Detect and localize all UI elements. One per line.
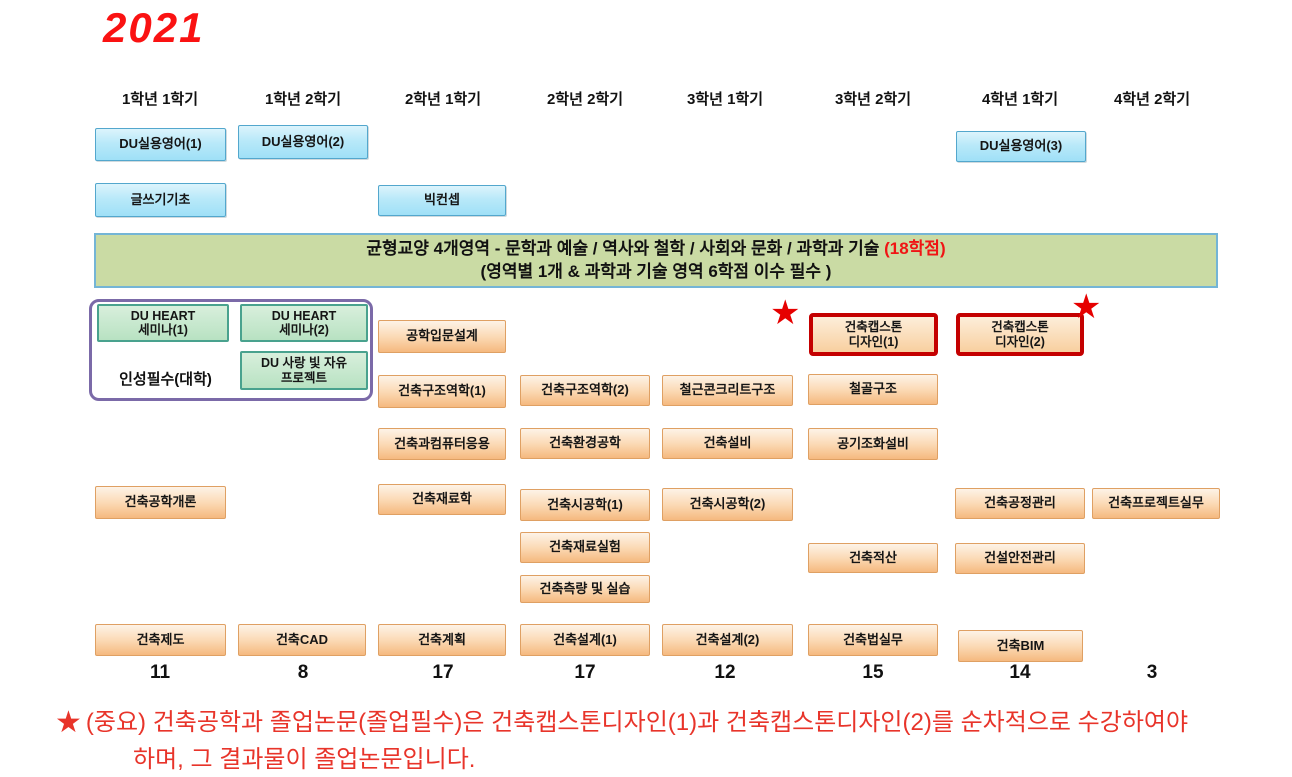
course-capstone-design-1: 건축캡스톤 디자인(1) [809, 313, 938, 356]
footnote-line-1: ★ (중요) 건축공학과 졸업논문(졸업필수)은 건축캡스톤디자인(1)과 건축캡… [55, 702, 1285, 743]
required-star-icon-2: ★ [1071, 288, 1102, 326]
course-arch-design-2: 건축설계(2) [662, 624, 793, 656]
course-du-english-2: DU실용영어(2) [238, 125, 368, 159]
footnote-star-icon: ★ [55, 706, 82, 739]
column-total-1: 11 [149, 662, 171, 683]
course-intro-engineering-design: 공학입문설계 [378, 320, 506, 353]
column-header-1: 1학년 1학기 [121, 91, 199, 108]
course-arch-cad: 건축CAD [238, 624, 366, 656]
course-big-concept: 빅컨셉 [378, 185, 506, 216]
course-hvac-systems: 공기조화설비 [808, 428, 938, 460]
course-arch-materials: 건축재료학 [378, 484, 506, 515]
course-arch-materials-lab: 건축재료실험 [520, 532, 650, 563]
course-arch-computer-application: 건축과컴퓨터응용 [378, 428, 506, 460]
course-arch-estimating: 건축적산 [808, 543, 938, 573]
course-arch-bim: 건축BIM [958, 630, 1083, 662]
course-arch-design-1: 건축설계(1) [520, 624, 650, 656]
course-du-english-3: DU실용영어(3) [956, 131, 1086, 162]
personality-required-group [89, 299, 373, 401]
required-star-icon-1: ★ [770, 294, 801, 332]
course-arch-construction-2: 건축시공학(2) [662, 488, 793, 521]
column-header-8: 4학년 2학기 [1113, 91, 1191, 108]
column-total-3: 17 [432, 662, 454, 683]
course-capstone-design-2: 건축캡스톤 디자인(2) [956, 313, 1084, 356]
footnote-line-2: 하며, 그 결과물이 졸업논문입니다. [133, 746, 476, 774]
banner-line-1: 균형교양 4개영역 - 문학과 예술 / 역사와 철학 / 사회와 문화 / 과… [366, 238, 945, 261]
course-building-services: 건축설비 [662, 428, 793, 459]
course-structural-mechanics-1: 건축구조역학(1) [378, 375, 506, 408]
course-du-heart-seminar-1: DU HEART 세미나(1) [97, 304, 229, 342]
footnote: ★ (중요) 건축공학과 졸업논문(졸업필수)은 건축캡스톤디자인(1)과 건축캡… [55, 702, 1285, 777]
course-arch-drafting: 건축제도 [95, 624, 226, 656]
course-arch-surveying-practice: 건축측량 및 실습 [520, 575, 650, 603]
column-total-5: 12 [714, 662, 736, 683]
personality-required-label: 인성필수(대학) [119, 371, 212, 388]
course-structural-mechanics-2: 건축구조역학(2) [520, 375, 650, 406]
course-arch-law-practice: 건축법실무 [808, 624, 938, 656]
banner-line1-text: 균형교양 4개영역 - 문학과 예술 / 역사와 철학 / 사회와 문화 / 과… [366, 238, 885, 258]
course-intro-arch-engineering: 건축공학개론 [95, 486, 226, 519]
column-total-8: 3 [1146, 662, 1158, 683]
course-arch-construction-1: 건축시공학(1) [520, 489, 650, 521]
column-total-4: 17 [574, 662, 596, 683]
column-header-3: 2학년 1학기 [404, 91, 482, 108]
course-du-english-1: DU실용영어(1) [95, 128, 226, 161]
column-header-4: 2학년 2학기 [546, 91, 624, 108]
course-reinforced-concrete-structures: 철근콘크리트구조 [662, 375, 793, 406]
column-total-2: 8 [297, 662, 309, 683]
course-du-heart-seminar-2: DU HEART 세미나(2) [240, 304, 368, 342]
footnote-line1-text: (중요) 건축공학과 졸업논문(졸업필수)은 건축캡스톤디자인(1)과 건축캡스… [85, 709, 1189, 736]
banner-credit-badge: (18학점) [884, 238, 946, 258]
course-arch-project-practice: 건축프로젝트실무 [1092, 488, 1220, 519]
course-writing-basics: 글쓰기기초 [95, 183, 226, 217]
column-total-6: 15 [862, 662, 884, 683]
banner-line-2: (영역별 1개 & 과학과 기술 영역 6학점 이수 필수 ) [480, 261, 832, 281]
column-total-7: 14 [1009, 662, 1031, 683]
column-header-7: 4학년 1학기 [981, 91, 1059, 108]
course-construction-process-management: 건축공정관리 [955, 488, 1085, 519]
course-du-love-light-freedom-project: DU 사랑 빛 자유 프로젝트 [240, 351, 368, 390]
column-header-6: 3학년 2학기 [834, 91, 912, 108]
column-header-5: 3학년 1학기 [686, 91, 764, 108]
course-construction-safety-management: 건설안전관리 [955, 543, 1085, 574]
course-arch-environmental-engineering: 건축환경공학 [520, 428, 650, 459]
year-title: 2021 [103, 4, 205, 51]
course-steel-structures: 철골구조 [808, 374, 938, 405]
course-arch-planning: 건축계획 [378, 624, 506, 656]
liberal-arts-banner: 균형교양 4개영역 - 문학과 예술 / 역사와 철학 / 사회와 문화 / 과… [94, 233, 1218, 288]
column-header-2: 1학년 2학기 [264, 91, 342, 108]
